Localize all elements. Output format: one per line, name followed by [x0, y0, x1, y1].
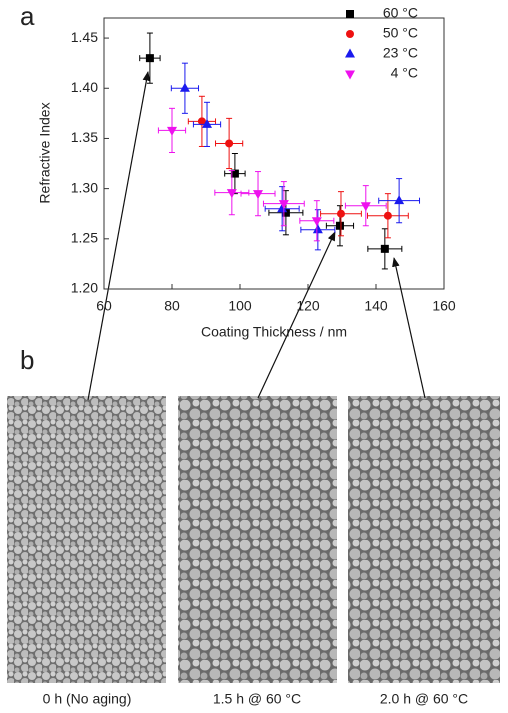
image-caption: 1.5 h @ 60 °C: [213, 691, 301, 707]
point: [312, 224, 323, 234]
point: [336, 209, 345, 218]
x-tick-label: 140: [364, 298, 388, 314]
legend-label: 4 °C: [391, 65, 418, 81]
point: [253, 190, 264, 200]
point: [277, 203, 288, 213]
legend-marker: [345, 70, 355, 80]
legend-label: 23 °C: [383, 45, 418, 61]
point: [179, 82, 190, 92]
point: [278, 200, 289, 210]
sem-image: [178, 396, 337, 683]
point: [335, 221, 344, 230]
legend-label: 60 °C: [383, 5, 418, 21]
x-tick-label: 80: [164, 298, 180, 314]
y-tick-label: 1.30: [71, 179, 98, 195]
legend-label: 50 °C: [383, 25, 418, 41]
x-tick-label: 160: [432, 298, 456, 314]
x-axis-label: Coating Thickness / nm: [201, 324, 347, 340]
point: [167, 126, 177, 136]
point: [281, 208, 290, 217]
legend-marker: [346, 30, 354, 38]
point: [197, 117, 206, 126]
legend-marker: [345, 48, 355, 58]
y-axis-label: Refractive Index: [37, 102, 53, 203]
x-tick-label: 60: [96, 298, 112, 314]
arrow: [87, 71, 151, 401]
point: [383, 211, 392, 220]
panel-label: b: [20, 345, 34, 375]
x-tick-label: 100: [228, 298, 252, 314]
legend-marker: [346, 10, 354, 18]
point: [380, 244, 389, 253]
arrow: [392, 257, 426, 399]
plot-frame: [103, 17, 445, 290]
image-caption: 0 h (No aging): [43, 691, 132, 707]
y-tick-label: 1.35: [71, 129, 98, 145]
point: [360, 202, 371, 212]
image-caption: 2.0 h @ 60 °C: [380, 691, 468, 707]
sem-image: [348, 396, 500, 683]
y-tick-label: 1.45: [71, 29, 98, 45]
point: [225, 139, 234, 148]
x-tick-label: 120: [296, 298, 320, 314]
sem-image: [7, 396, 166, 683]
arrow: [257, 231, 336, 399]
y-tick-label: 1.40: [71, 79, 98, 95]
point: [230, 169, 239, 178]
panel-label: a: [20, 1, 35, 31]
point: [202, 118, 213, 128]
point: [394, 195, 405, 205]
y-tick-label: 1.25: [71, 230, 98, 246]
point: [145, 54, 154, 63]
y-tick-label: 1.20: [71, 280, 98, 296]
point: [311, 217, 322, 227]
point: [226, 189, 237, 199]
